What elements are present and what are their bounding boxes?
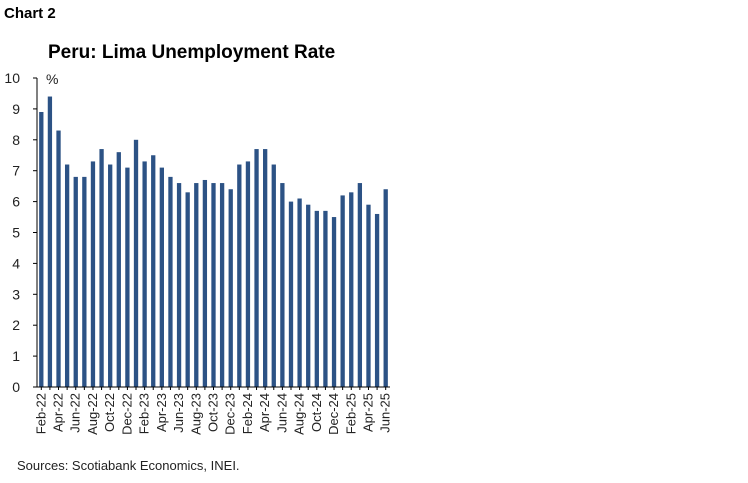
bar-Mar-22: [47, 96, 53, 387]
y-unit-label: %: [46, 71, 58, 87]
x-tick-label: Oct-22: [102, 393, 117, 432]
x-tick-label: Aug-23: [188, 393, 203, 435]
bar-Jun-24: [280, 183, 285, 387]
x-axis: Feb-22 Apr-22 Jun-22 Aug-22 Oct-22 Dec-22 Feb-…: [33, 386, 393, 435]
bar-Feb-24: [245, 161, 251, 387]
bar-Oct-22: [108, 164, 113, 387]
x-tick-label: Dec-22: [119, 393, 134, 435]
bar-Sep-24: [306, 204, 311, 387]
bar-Aug-23: [194, 183, 199, 387]
y-tick-label: 7: [12, 163, 20, 179]
bar-Jan-25: [340, 195, 345, 387]
x-tick-label: Dec-23: [223, 393, 238, 435]
bar-Feb-23: [142, 161, 147, 387]
x-tick-label: Feb-24: [240, 393, 255, 434]
bar-Dec-22: [125, 167, 130, 387]
x-tick-label: Dec-24: [326, 393, 341, 435]
x-tick-label: Oct-24: [309, 393, 324, 432]
y-tick-label: 2: [12, 317, 20, 333]
bar-Mar-24: [254, 149, 259, 387]
x-tick-label: Apr-23: [154, 393, 169, 432]
bar-Nov-23: [219, 183, 225, 387]
bar-Apr-24: [263, 149, 268, 387]
bar-Jan-23: [133, 139, 139, 387]
y-axis: 0 1 2 3 4 5 6 7 8 9 10: [4, 70, 38, 395]
bar-Jun-25: [383, 189, 388, 387]
bar-Jan-24: [237, 164, 242, 387]
x-tick-label: Feb-25: [343, 393, 358, 434]
bar-Jul-24: [288, 201, 294, 387]
bar-Oct-24: [314, 210, 319, 387]
bar-Jun-23: [176, 183, 182, 387]
bar-May-23: [168, 176, 173, 387]
bar-Sep-23: [202, 179, 208, 387]
bar-Dec-23: [228, 189, 233, 387]
x-tick-label: Jun-25: [378, 393, 393, 433]
y-tick-label: 6: [12, 194, 20, 210]
chart-title: Peru: Lima Unemployment Rate: [48, 42, 336, 63]
bar-Dec-24: [331, 217, 337, 387]
y-tick-label: 0: [12, 379, 20, 395]
bar-May-22: [64, 164, 70, 387]
bar-Apr-23: [159, 167, 164, 387]
x-tick-label: Jun-24: [274, 393, 289, 433]
y-tick-label: 8: [12, 132, 20, 148]
bar-Nov-22: [116, 152, 121, 387]
bar-Mar-23: [151, 155, 156, 387]
x-tick-label: Feb-23: [137, 393, 152, 434]
x-tick-label: Apr-22: [51, 393, 66, 432]
bar-Jul-23: [185, 192, 190, 387]
source-note: Sources: Scotiabank Economics, INEI.: [17, 458, 240, 473]
bar-series: [39, 96, 388, 388]
y-tick-label: 3: [12, 286, 20, 302]
bar-Feb-25: [349, 192, 354, 387]
bar-Aug-22: [90, 161, 96, 387]
x-tick-label: Oct-23: [206, 393, 221, 432]
bar-Feb-22: [39, 111, 44, 388]
bar-May-24: [271, 164, 276, 387]
x-tick-label: Apr-24: [257, 393, 272, 432]
bar-Apr-25: [366, 204, 371, 387]
bar-Jul-22: [82, 176, 87, 387]
y-tick-label: 4: [12, 255, 20, 271]
y-tick-label: 9: [12, 101, 20, 117]
x-tick-label: Jun-22: [68, 393, 83, 433]
y-tick-label: 1: [12, 348, 20, 364]
bar-Oct-23: [211, 183, 216, 387]
x-tick-label: Apr-25: [360, 393, 375, 432]
x-tick-label: Jun-23: [171, 393, 186, 433]
x-tick-label: Feb-22: [33, 393, 48, 434]
x-tick-label: Aug-22: [85, 393, 100, 435]
bar-Apr-22: [56, 130, 61, 387]
bar-May-25: [374, 213, 380, 387]
y-tick-label: 5: [12, 225, 20, 241]
bar-Aug-24: [297, 198, 302, 387]
chart-number-label: Chart 2: [4, 5, 56, 22]
bar-Jun-22: [73, 176, 78, 387]
y-tick-label: 10: [4, 70, 20, 86]
bar-Sep-22: [99, 149, 104, 387]
bar-Mar-25: [357, 183, 363, 387]
x-tick-label: Aug-24: [292, 393, 307, 435]
bar-Nov-24: [323, 210, 328, 387]
